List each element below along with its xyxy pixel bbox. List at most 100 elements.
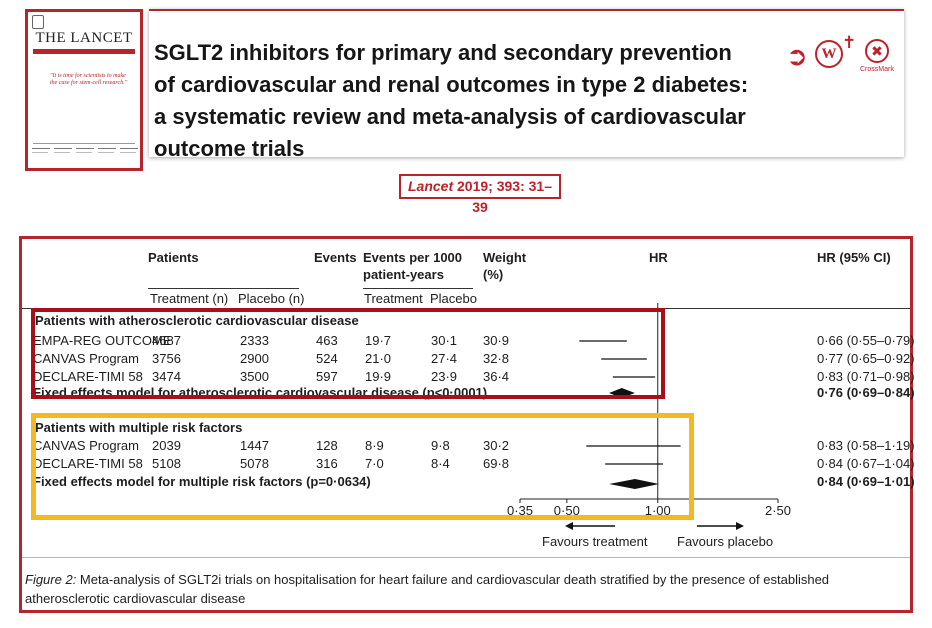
cell-ep-placebo: 9·8 [431, 438, 450, 453]
cell-hr-ci: 0·83 (0·58–1·19) [817, 438, 915, 453]
caption-divider [22, 557, 910, 558]
article-title-line: of cardiovascular and renal outcomes in … [154, 72, 749, 97]
cell-hr-ci: 0·66 (0·55–0·79) [817, 333, 915, 348]
cell-hr-ci: 0·84 (0·67–1·04) [817, 456, 915, 471]
cell-treatment: 5108 [152, 456, 181, 471]
cell-ep-treatment: 19·7 [365, 333, 392, 348]
citation-details: 2019; 393: 31–39 [453, 178, 552, 215]
cover-divider [33, 143, 135, 144]
header-events: Events [314, 250, 357, 265]
cell-hr-ci: 0·83 (0·71–0·98) [817, 369, 915, 384]
cell-placebo: 3500 [240, 369, 269, 384]
x-tick-label: 0·50 [553, 503, 580, 518]
article-title: SGLT2 inhibitors for primary and seconda… [154, 37, 754, 165]
favours-placebo-arrow-head [736, 522, 744, 530]
cover-column [76, 148, 94, 157]
header-ep-treatment: Treatment [364, 291, 423, 306]
crossmark-label: CrossMark [860, 66, 894, 73]
journal-cover: THE LANCET "It is time for scientists to… [25, 9, 143, 171]
x-tick-label: 0·35 [507, 503, 534, 518]
trial-name: DECLARE-TIMI 58 [33, 456, 143, 471]
forest-plot-figure: Patients Treatment (n) Placebo (n) Event… [19, 236, 915, 613]
cell-ep-placebo: 23·9 [431, 369, 458, 384]
cell-events: 316 [316, 456, 338, 471]
cell-placebo: 2333 [240, 333, 269, 348]
header-events-per-1000: Events per 1000 [363, 250, 463, 265]
group-heading: Patients with multiple risk factors [35, 420, 243, 435]
cover-column [98, 148, 116, 157]
cell-weight: 36·4 [483, 369, 510, 384]
caption-text: Meta-analysis of SGLT2i trials on hospit… [25, 572, 830, 606]
highlight-risk-factors-group [31, 413, 694, 520]
article-title-line: SGLT2 inhibitors for primary and seconda… [154, 40, 732, 65]
cell-ep-treatment: 19·9 [365, 369, 392, 384]
header-placebo: Placebo (n) [238, 291, 305, 306]
cell-events: 597 [316, 369, 338, 384]
cell-hr-ci: 0·77 (0·65–0·92) [817, 351, 915, 366]
reply-arrow-icon[interactable]: ➲ [786, 41, 808, 71]
cell-ep-treatment: 8·9 [365, 438, 384, 453]
cell-weight: 30·2 [483, 438, 510, 453]
cell-ep-treatment: 21·0 [365, 351, 392, 366]
cell-ep-placebo: 30·1 [431, 333, 458, 348]
cell-ep-placebo: 27·4 [431, 351, 458, 366]
header-events-rule [363, 288, 473, 289]
caption-label: Figure 2: [25, 572, 77, 587]
trial-name: EMPA-REG OUTCOME [33, 333, 172, 348]
summary-label: Fixed effects model for multiple risk fa… [33, 474, 371, 489]
x-tick-label: 2·50 [765, 503, 792, 518]
cell-placebo: 2900 [240, 351, 269, 366]
cell-weight: 30·9 [483, 333, 510, 348]
article-title-panel: SGLT2 inhibitors for primary and seconda… [149, 9, 904, 161]
cell-treatment: 4687 [152, 333, 181, 348]
figure-caption: Figure 2: Meta-analysis of SGLT2i trials… [25, 570, 905, 608]
favours-treatment-arrow-head [565, 522, 573, 530]
x-tick-label: 1·00 [644, 503, 671, 518]
favours-treatment-label: Favours treatment [542, 534, 648, 549]
trial-name: DECLARE-TIMI 58 [33, 369, 143, 384]
cell-weight: 69·8 [483, 456, 510, 471]
highlight-ascvd-group [31, 308, 665, 399]
header-hr: HR [649, 250, 668, 265]
w-badge-icon[interactable]: W [815, 40, 843, 68]
header-patient-years: patient-years [363, 267, 444, 282]
article-title-line: a systematic review and meta-analysis of… [154, 104, 746, 129]
crossmark-icon[interactable]: ✖ [865, 39, 889, 63]
forest-plot [519, 303, 779, 530]
citation-box: Lancet 2019; 393: 31–39 [399, 174, 561, 215]
trial-name: CANVAS Program [33, 438, 139, 453]
cover-quote: "It is time for scientists to make the c… [50, 73, 128, 86]
citation-journal: Lancet [408, 178, 454, 194]
cell-events: 128 [316, 438, 338, 453]
article-title-line: outcome trials [154, 136, 305, 161]
cell-placebo: 1447 [240, 438, 269, 453]
trial-name: CANVAS Program [33, 351, 139, 366]
cover-column [32, 148, 50, 157]
cover-journal-title: THE LANCET [35, 30, 133, 46]
cell-treatment: 3474 [152, 369, 181, 384]
header-patients-rule [148, 288, 299, 289]
header-weight: Weight [483, 250, 527, 265]
summary-hr-ci: 0·84 (0·69–1·01) [817, 474, 915, 489]
header-ep-placebo: Placebo [430, 291, 477, 306]
group-heading: Patients with atherosclerotic cardiovasc… [35, 313, 359, 328]
cover-column [54, 148, 72, 157]
elsevier-logo-icon [32, 15, 44, 29]
cell-placebo: 5078 [240, 456, 269, 471]
cell-ep-placebo: 8·4 [431, 456, 450, 471]
cell-weight: 32·8 [483, 351, 510, 366]
cell-events: 463 [316, 333, 338, 348]
cell-treatment: 3756 [152, 351, 181, 366]
favours-placebo-label: Favours placebo [677, 534, 774, 549]
cell-treatment: 2039 [152, 438, 181, 453]
summary-hr-ci: 0·76 (0·69–0·84) [817, 385, 915, 400]
header-treatment: Treatment (n) [150, 291, 229, 306]
header-weight-unit: (%) [483, 267, 504, 282]
plot-marks [519, 303, 779, 530]
summary-diamond [609, 479, 660, 489]
cover-red-bar [33, 49, 135, 54]
header-patients: Patients [148, 250, 199, 265]
cover-column [120, 148, 138, 157]
cell-events: 524 [316, 351, 338, 366]
cross-icon[interactable]: ✝ [842, 33, 857, 52]
